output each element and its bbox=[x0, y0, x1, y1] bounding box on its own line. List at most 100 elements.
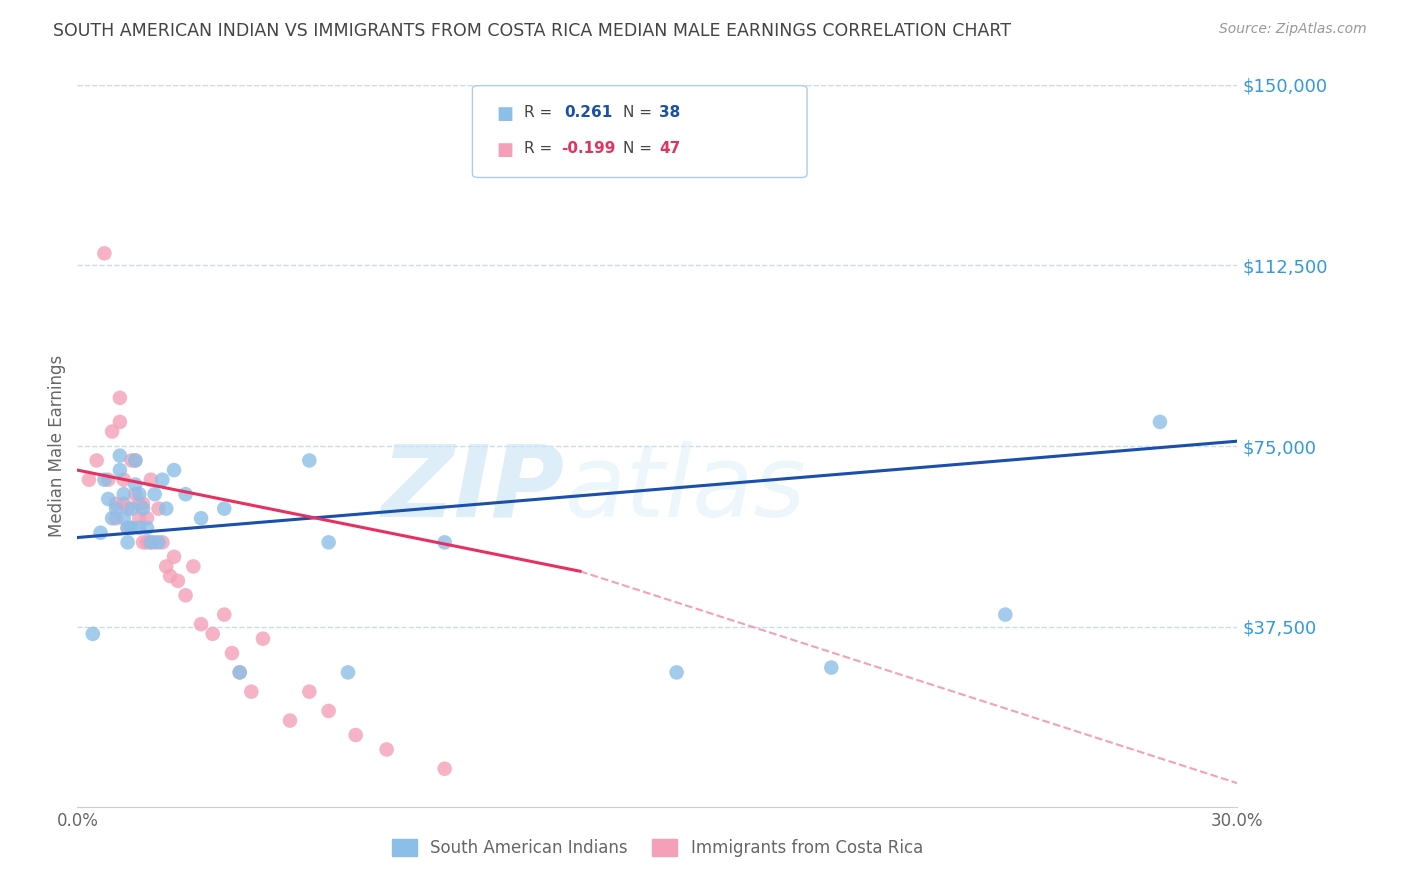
Point bbox=[117, 521, 139, 535]
Point bbox=[139, 535, 162, 549]
Text: R =: R = bbox=[524, 105, 553, 120]
Point bbox=[128, 511, 150, 525]
Text: 38: 38 bbox=[659, 105, 681, 120]
Point bbox=[128, 487, 150, 501]
Point bbox=[163, 463, 186, 477]
Point bbox=[221, 646, 243, 660]
Point bbox=[124, 487, 146, 501]
Point bbox=[101, 511, 124, 525]
Point bbox=[159, 569, 181, 583]
Point bbox=[994, 607, 1017, 622]
Point bbox=[124, 453, 146, 467]
Point bbox=[86, 453, 108, 467]
Point bbox=[228, 665, 252, 680]
Point bbox=[665, 665, 688, 680]
Point bbox=[117, 501, 139, 516]
Legend: South American Indians, Immigrants from Costa Rica: South American Indians, Immigrants from … bbox=[385, 832, 929, 864]
Point bbox=[112, 511, 135, 525]
Point bbox=[278, 714, 301, 728]
Y-axis label: Median Male Earnings: Median Male Earnings bbox=[48, 355, 66, 537]
Point bbox=[112, 487, 135, 501]
Point bbox=[148, 535, 170, 549]
Point bbox=[97, 491, 120, 506]
Point bbox=[139, 473, 162, 487]
Point bbox=[132, 535, 155, 549]
Point bbox=[105, 511, 127, 525]
Point bbox=[121, 501, 143, 516]
Point bbox=[143, 487, 166, 501]
Point bbox=[132, 497, 155, 511]
Point bbox=[128, 497, 150, 511]
Point bbox=[214, 501, 236, 516]
Text: ■: ■ bbox=[496, 105, 513, 123]
Point bbox=[97, 473, 120, 487]
Text: ZIP: ZIP bbox=[381, 441, 565, 538]
Point bbox=[190, 511, 212, 525]
Point bbox=[124, 477, 146, 491]
Point bbox=[136, 521, 159, 535]
Point bbox=[190, 617, 212, 632]
Point bbox=[375, 742, 398, 756]
Point bbox=[93, 246, 115, 260]
Point bbox=[183, 559, 205, 574]
Point bbox=[117, 535, 139, 549]
Point bbox=[174, 487, 197, 501]
Point bbox=[820, 660, 842, 674]
Point bbox=[136, 511, 159, 525]
Point bbox=[121, 521, 143, 535]
Point bbox=[124, 453, 146, 467]
Text: Source: ZipAtlas.com: Source: ZipAtlas.com bbox=[1219, 22, 1367, 37]
Point bbox=[152, 535, 174, 549]
Point bbox=[112, 473, 135, 487]
Point bbox=[143, 535, 166, 549]
Text: 0.261: 0.261 bbox=[564, 105, 612, 120]
Point bbox=[298, 453, 321, 467]
Point bbox=[82, 627, 104, 641]
Point bbox=[174, 588, 197, 602]
Point bbox=[90, 525, 111, 540]
Text: atlas: atlas bbox=[565, 441, 806, 538]
Point bbox=[337, 665, 360, 680]
Point bbox=[433, 535, 456, 549]
Point bbox=[77, 473, 100, 487]
Point bbox=[93, 473, 115, 487]
Point bbox=[108, 415, 131, 429]
Point bbox=[155, 559, 177, 574]
Point bbox=[108, 391, 131, 405]
Point bbox=[252, 632, 274, 646]
Point bbox=[201, 627, 224, 641]
Point bbox=[112, 497, 135, 511]
Point bbox=[105, 501, 127, 516]
Point bbox=[166, 574, 188, 588]
Point bbox=[318, 704, 340, 718]
Point bbox=[240, 684, 263, 698]
Point bbox=[136, 535, 159, 549]
Text: 47: 47 bbox=[659, 141, 681, 156]
Point bbox=[132, 501, 155, 516]
Point bbox=[139, 535, 162, 549]
Point bbox=[163, 549, 186, 564]
Point bbox=[318, 535, 340, 549]
Point bbox=[108, 449, 131, 463]
Point bbox=[214, 607, 236, 622]
Point bbox=[298, 684, 321, 698]
Point bbox=[155, 501, 177, 516]
Text: N =: N = bbox=[623, 105, 652, 120]
Point bbox=[101, 425, 124, 439]
Point bbox=[1149, 415, 1171, 429]
Point bbox=[117, 521, 139, 535]
Point bbox=[148, 501, 170, 516]
Point bbox=[433, 762, 456, 776]
Point bbox=[121, 521, 143, 535]
Text: -0.199: -0.199 bbox=[561, 141, 616, 156]
Text: R =: R = bbox=[524, 141, 553, 156]
Point bbox=[121, 453, 143, 467]
Point bbox=[105, 497, 127, 511]
Text: ■: ■ bbox=[496, 141, 513, 159]
Point bbox=[228, 665, 252, 680]
Point bbox=[108, 463, 131, 477]
Point bbox=[128, 521, 150, 535]
Point bbox=[344, 728, 367, 742]
Text: SOUTH AMERICAN INDIAN VS IMMIGRANTS FROM COSTA RICA MEDIAN MALE EARNINGS CORRELA: SOUTH AMERICAN INDIAN VS IMMIGRANTS FROM… bbox=[53, 22, 1011, 40]
Point bbox=[152, 473, 174, 487]
